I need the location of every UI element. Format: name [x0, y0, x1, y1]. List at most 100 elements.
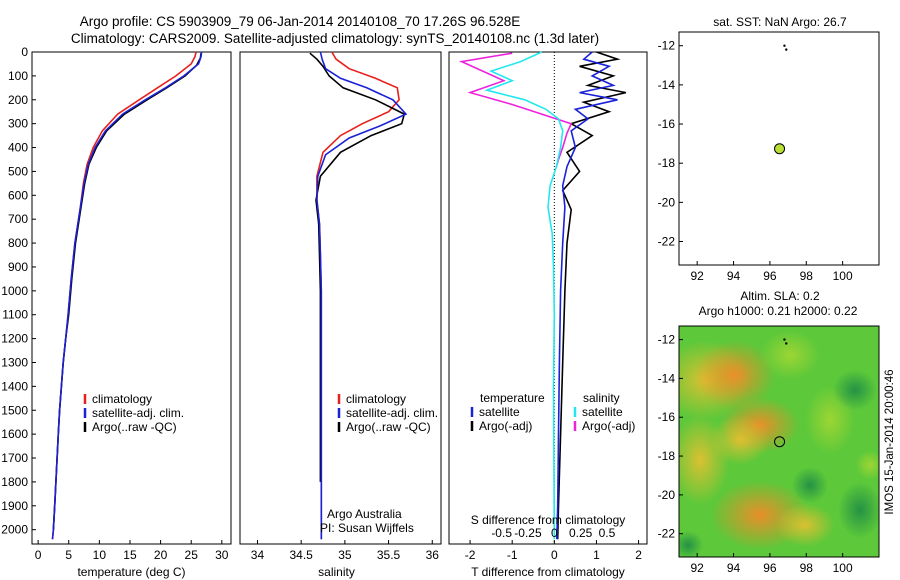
differences-series-temperature-satellite — [556, 51, 618, 540]
temperature-xtick-label: 25 — [185, 548, 199, 562]
temperature-ytick-label: 300 — [8, 117, 28, 131]
differences-xtick-label: -1 — [507, 548, 518, 562]
temperature-ytick-label: 1300 — [1, 355, 28, 369]
temperature-ytick-label: 1700 — [1, 451, 28, 465]
temperature-ytick-label: 0 — [21, 45, 28, 59]
salinity-x-axis-label: salinity — [318, 565, 355, 579]
difference-s-tick-label: 0 — [551, 526, 558, 540]
sla-map-xtick-label: 98 — [800, 561, 814, 575]
salinity-xtick-label: 34 — [251, 548, 265, 562]
temperature-x-axis-label: temperature (deg C) — [77, 565, 185, 579]
figure-title-line1: Argo profile: CS 5903909_79 06-Jan-2014 … — [80, 14, 521, 29]
temperature-ytick-label: 400 — [8, 141, 28, 155]
temperature-ytick-label: 1800 — [1, 475, 28, 489]
salinity-xtick-label: 36 — [426, 548, 440, 562]
sla-map-ytick-label: -22 — [658, 527, 676, 541]
sst-map-xtick-label: 100 — [833, 269, 853, 283]
temperature-ytick-label: 900 — [8, 260, 28, 274]
sst-map-xtick-label: 92 — [691, 269, 705, 283]
sla-map-ytick-label: -16 — [658, 410, 676, 424]
sst-map-ytick-label: -20 — [658, 195, 676, 209]
differences-xtick-label: 0 — [551, 548, 558, 562]
sst-map-ytick-label: -22 — [658, 235, 676, 249]
difference-legend-salinity-title: salinity — [583, 391, 620, 405]
sla-map-argo-marker — [774, 436, 786, 448]
salinity-axes-frame — [239, 51, 442, 545]
salinity-credit-line1: Argo Australia — [327, 507, 402, 521]
differences-x-axis-label: T difference from climatology — [471, 565, 625, 579]
differences-xtick-label: -2 — [465, 548, 476, 562]
differences-xtick-label: 2 — [635, 548, 642, 562]
sla-map-ytick-label: -14 — [658, 371, 676, 385]
sst-map-title: sat. SST: NaN Argo: 26.7 — [713, 15, 847, 29]
temperature-ytick-label: 1200 — [1, 332, 28, 346]
temperature-xtick-label: 5 — [65, 548, 72, 562]
sla-map-frame — [678, 325, 880, 558]
temperature-legend-label: Argo(..raw -QC) — [92, 420, 177, 434]
difference-s-axis-label: S difference from climatology — [471, 513, 626, 527]
temperature-ytick-label: 1000 — [1, 284, 28, 298]
salinity-legend-label: climatology — [346, 392, 406, 406]
temperature-legend-label: climatology — [92, 392, 152, 406]
temperature-series-satellite-adj-clim- — [51, 51, 203, 540]
salinity-xtick-label: 35 — [338, 548, 352, 562]
differences-series-salinity-argo-adj- — [458, 52, 573, 167]
sst-map-argo-marker — [774, 143, 786, 155]
temperature-ytick-label: 1600 — [1, 427, 28, 441]
temperature-xtick-label: 20 — [154, 548, 168, 562]
temperature-xtick-label: 0 — [35, 548, 42, 562]
salinity-series-satellite-adj-clim- — [316, 51, 408, 540]
sst-map-frame — [678, 31, 880, 266]
temperature-ytick-label: 1500 — [1, 403, 28, 417]
difference-s-tick-label: -0.25 — [514, 526, 542, 540]
temperature-ytick-label: 1400 — [1, 379, 28, 393]
sla-map-ytick-label: -20 — [658, 488, 676, 502]
temperature-xtick-label: 10 — [93, 548, 107, 562]
salinity-series-argo-raw-qc- — [309, 52, 406, 482]
difference-panel: -2 -1 0 1 2 T difference from climatology -0.5… — [448, 51, 648, 579]
difference-s-tick-label: 0.25 — [569, 526, 593, 540]
sla-map-panel: Altim. SLA: 0.2 Argo h1000: 0.21 h2000: … — [658, 289, 896, 575]
temperature-ytick-label: 2000 — [1, 523, 28, 537]
difference-s-tick-label: 0.5 — [599, 526, 616, 540]
sst-map-xtick-label: 94 — [727, 269, 741, 283]
differences-axes-frame — [448, 51, 648, 545]
sla-map-xtick-label: 100 — [833, 561, 853, 575]
temperature-ytick-label: 100 — [8, 69, 28, 83]
sst-map-xtick-label: 96 — [763, 269, 777, 283]
temperature-panel: 0 5 10 15 20 25 300100200300400500600700800900… — [1, 45, 232, 579]
salinity-credit-line2: PI: Susan Wijffels — [320, 521, 414, 535]
temperature-ytick-label: 1900 — [1, 499, 28, 513]
temperature-ytick-label: 700 — [8, 212, 28, 226]
temperature-xtick-label: 30 — [215, 548, 229, 562]
difference-salinity-legend-label: Argo(-adj) — [582, 419, 635, 433]
sst-map-track-point — [785, 48, 788, 51]
salinity-legend-label: Argo(..raw -QC) — [346, 420, 431, 434]
difference-temperature-legend-label: Argo(-adj) — [479, 419, 532, 433]
figure-title-line2: Climatology: CARS2009. Satellite-adjuste… — [71, 31, 599, 46]
difference-temperature-legend-label: satellite — [479, 405, 520, 419]
sla-map-ytick-label: -12 — [658, 333, 676, 347]
temperature-ytick-label: 1100 — [2, 308, 28, 322]
differences-series-temperature-argo-adj- — [556, 51, 627, 540]
difference-s-tick-label: -0.5 — [491, 526, 512, 540]
differences-xtick-label: 1 — [593, 548, 600, 562]
imos-side-label: IMOS 15-Jan-2014 20:00:46 — [884, 369, 896, 514]
sst-map-ytick-label: -12 — [658, 39, 676, 53]
salinity-xtick-label: 35.5 — [377, 548, 401, 562]
sla-map-title: Altim. SLA: 0.2 — [740, 289, 820, 303]
sla-map-xtick-label: 96 — [763, 561, 777, 575]
sla-map-xtick-label: 94 — [727, 561, 741, 575]
sst-map-ytick-label: -16 — [658, 117, 676, 131]
temperature-xtick-label: 15 — [123, 548, 137, 562]
sla-map-track-point — [783, 338, 786, 341]
sla-map-subtitle: Argo h1000: 0.21 h2000: 0.22 — [699, 304, 858, 318]
salinity-legend-label: satellite-adj. clim. — [346, 406, 438, 420]
sla-map-xtick-label: 92 — [691, 561, 705, 575]
difference-legend-temperature-title: temperature — [480, 391, 545, 405]
sst-map-panel: sat. SST: NaN Argo: 26.7 92 94 96 98 100 -12 -… — [658, 15, 880, 283]
temperature-ytick-label: 200 — [8, 93, 28, 107]
sla-heatmap — [679, 326, 879, 557]
salinity-xtick-label: 34.5 — [289, 548, 313, 562]
